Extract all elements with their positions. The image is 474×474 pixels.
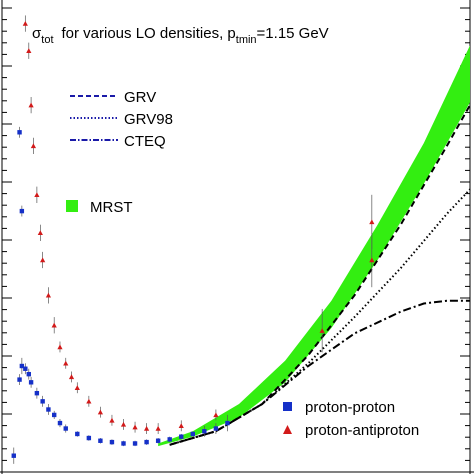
pp-point (40, 399, 45, 404)
ppbar-point (369, 257, 375, 263)
pp-point (46, 407, 51, 412)
pp-point (63, 426, 68, 431)
pp-point (132, 441, 138, 446)
legend-pp-marker (283, 402, 292, 411)
ppbar-point (319, 328, 325, 333)
ppbar-point (28, 102, 34, 108)
pp-point (17, 377, 22, 382)
ppbar-point (97, 409, 103, 415)
pp-point (34, 390, 40, 396)
legend-ppbar-label: proton-antiproton (305, 422, 419, 439)
ppbar-point (37, 230, 43, 236)
ppbar-point (109, 417, 115, 423)
pp-point (57, 420, 63, 426)
ppbar-point (30, 143, 37, 149)
legend-pp-label: proton-proton (305, 399, 395, 416)
ppbar-point (213, 412, 219, 418)
legend-mrst-label: MRST (90, 199, 133, 216)
legend-grv-label: GRV (124, 89, 156, 106)
ppbar-point (63, 360, 69, 366)
pp-point (28, 380, 34, 385)
legend-bottom: proton-proton proton-antiproton (283, 399, 419, 439)
chart-title: σtot for various LO densities, ptmin=1.15… (32, 25, 329, 46)
curve-grv98 (169, 188, 471, 446)
pp-point (179, 434, 184, 439)
pp-point (98, 438, 103, 443)
pp-point (23, 366, 28, 371)
legend-cteq-label: CTEQ (124, 133, 166, 150)
curves-layer (169, 104, 471, 446)
ppbar-point (68, 374, 75, 380)
legend-ppbar-marker (283, 425, 292, 434)
pp-point (86, 435, 92, 441)
pp-point (190, 431, 195, 437)
ppbar-point (144, 425, 150, 431)
ppbar-point (120, 421, 127, 427)
mrst-band (158, 45, 470, 447)
pp-point (155, 438, 161, 443)
pp-point (17, 130, 22, 135)
pp-point (11, 453, 16, 458)
curve-cteq (169, 299, 470, 446)
pp-point (19, 363, 25, 369)
ppbar-point (22, 20, 28, 26)
data-points-layer (11, 15, 375, 464)
legend-grv98-label: GRV98 (124, 111, 173, 128)
ppbar-point (45, 292, 52, 298)
pp-point (167, 437, 172, 442)
mrst-band-layer (158, 45, 470, 447)
ppbar-point (34, 192, 40, 197)
axis-ticks (2, 7, 470, 473)
pp-point (202, 429, 207, 434)
pp-point (19, 208, 25, 214)
pp-point (225, 420, 230, 426)
ppbar-point (74, 385, 80, 390)
pp-point (121, 441, 126, 446)
ppbar-point (51, 322, 57, 328)
pp-point (26, 371, 31, 377)
pp-point (213, 426, 219, 431)
pp-point (75, 431, 80, 437)
ppbar-point (369, 219, 375, 225)
curve-grv (169, 104, 471, 446)
pp-point (52, 412, 57, 418)
ppbar-point (40, 257, 46, 263)
ppbar-point (178, 423, 184, 428)
pp-point (109, 439, 115, 445)
ppbar-point (132, 424, 138, 430)
ppbar-point (155, 425, 161, 431)
pp-point (144, 439, 149, 445)
ppbar-point (86, 398, 92, 404)
ppbar-point (57, 344, 63, 350)
legend-mrst: MRST (66, 199, 133, 216)
legend-mrst-swatch (66, 200, 78, 212)
ppbar-point (26, 48, 32, 53)
legend-top: GRV GRV98 CTEQ (70, 89, 173, 150)
